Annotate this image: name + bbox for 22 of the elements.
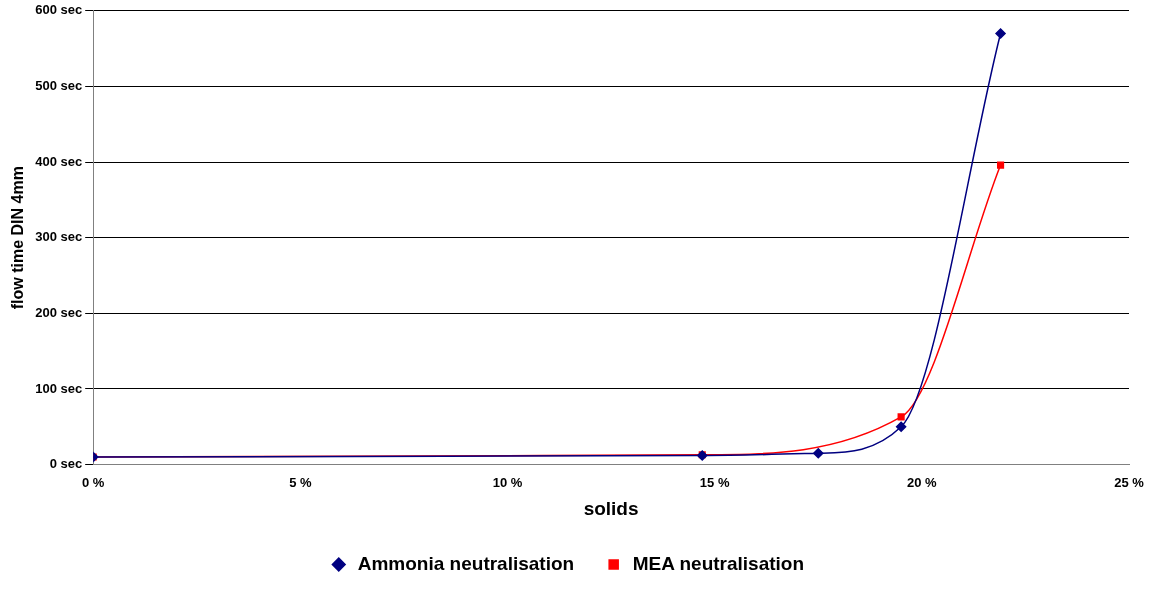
point — [895, 421, 907, 433]
y-tick-label: 600 sec — [35, 2, 83, 18]
y-tick-label: 500 sec — [35, 78, 83, 94]
x-tick-label: 0 % — [81, 474, 105, 490]
y-tick-label: 200 sec — [35, 304, 83, 320]
point — [897, 413, 905, 421]
point — [996, 161, 1005, 169]
x-tick-label: 5 % — [289, 474, 312, 490]
y-tick-label: 300 sec — [35, 229, 83, 245]
y-tick-label: 0 sec — [49, 456, 83, 472]
y-axis-title: flow time DIN 4mm — [9, 166, 27, 310]
x-tick-label: 20 % — [907, 474, 938, 490]
point — [995, 28, 1006, 39]
y-tick-label: 100 sec — [35, 380, 83, 396]
point — [813, 448, 824, 459]
x-tick-label: 15 % — [699, 474, 730, 490]
y-tick-label: 400 sec — [35, 153, 83, 169]
x-tick-label: 10 % — [492, 474, 523, 490]
x-axis-title: solids — [583, 497, 639, 519]
legend-label: Ammonia neutralisation — [357, 552, 575, 574]
legend-label: MEA neutralisation — [632, 552, 805, 574]
x-tick-label: 25 % — [1114, 474, 1145, 490]
